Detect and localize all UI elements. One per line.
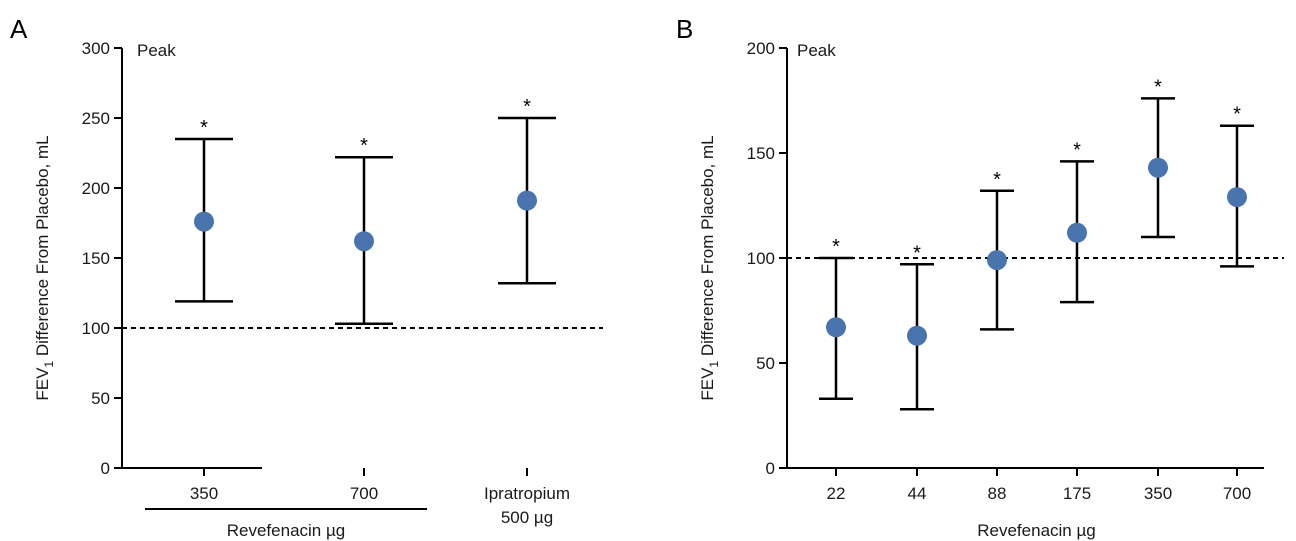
panel-b-y-tick-label: 150	[747, 144, 775, 163]
panel-a-significance-marker: *	[523, 96, 531, 118]
panel-a-y-tick-label: 150	[82, 249, 110, 268]
panel-b-data-point	[1227, 187, 1247, 208]
panel-b-significance-marker: *	[1233, 104, 1241, 126]
panel-a-x-tick-label: 500 µg	[501, 508, 553, 527]
panel-a-significance-marker: *	[360, 135, 368, 157]
panel-b-data-point	[1148, 157, 1168, 178]
panel-a-x-tick-label: 350	[190, 484, 218, 503]
panel-a-data-point	[354, 231, 374, 252]
panel-b-significance-marker: *	[832, 236, 840, 258]
panel-b-x-tick-label: 44	[908, 484, 927, 503]
panel-a-y-tick-label: 200	[82, 179, 110, 198]
panel-b-data-point	[826, 317, 846, 338]
panel-b-x-tick-label: 175	[1063, 484, 1091, 503]
panel-a-letter: A	[10, 14, 28, 44]
panel-a-significance-marker: *	[200, 117, 208, 139]
panel-a-x-tick-label: Ipratropium	[484, 484, 570, 503]
panel-b-significance-marker: *	[1073, 139, 1081, 161]
panel-a-y-tick-label: 300	[82, 39, 110, 58]
panel-b-data-point	[987, 250, 1007, 271]
panel-a-annotation: Peak	[137, 41, 176, 60]
panel-a-y-tick-label: 0	[101, 459, 110, 478]
panel-b-significance-marker: *	[993, 169, 1001, 191]
panel-a-y-tick-label: 50	[91, 389, 110, 408]
panel-a-y-tick-label: 100	[82, 319, 110, 338]
panel-a-group-label: Revefenacin µg	[227, 521, 345, 540]
panel-a-y-axis-label: FEV1 Difference From Placebo, mL	[33, 135, 56, 400]
panel-a-data-point	[194, 211, 214, 232]
panel-a-data-point	[517, 190, 537, 211]
panel-a-x-tick-label: 700	[350, 484, 378, 503]
panel-b-data-point	[1067, 222, 1087, 243]
panel-b-x-axis-label: Revefenacin µg	[977, 521, 1095, 540]
panel-b-x-tick-label: 700	[1223, 484, 1251, 503]
panel-b-y-tick-label: 100	[747, 249, 775, 268]
panel-b-significance-marker: *	[913, 242, 921, 264]
panel-b-y-tick-label: 0	[766, 459, 775, 478]
panel-b-annotation: Peak	[797, 41, 836, 60]
panel-b-data-point	[907, 325, 927, 346]
panel-b-y-tick-label: 200	[747, 39, 775, 58]
panel-b-x-tick-label: 22	[827, 484, 846, 503]
panel-b-letter: B	[676, 14, 693, 44]
panel-b-y-tick-label: 50	[756, 354, 775, 373]
panel-b-y-axis-label: FEV1 Difference From Placebo, mL	[698, 135, 721, 400]
panel-a-y-tick-label: 250	[82, 109, 110, 128]
panel-b-significance-marker: *	[1154, 76, 1162, 98]
panel-b-x-tick-label: 88	[988, 484, 1007, 503]
panel-b-x-tick-label: 350	[1144, 484, 1172, 503]
